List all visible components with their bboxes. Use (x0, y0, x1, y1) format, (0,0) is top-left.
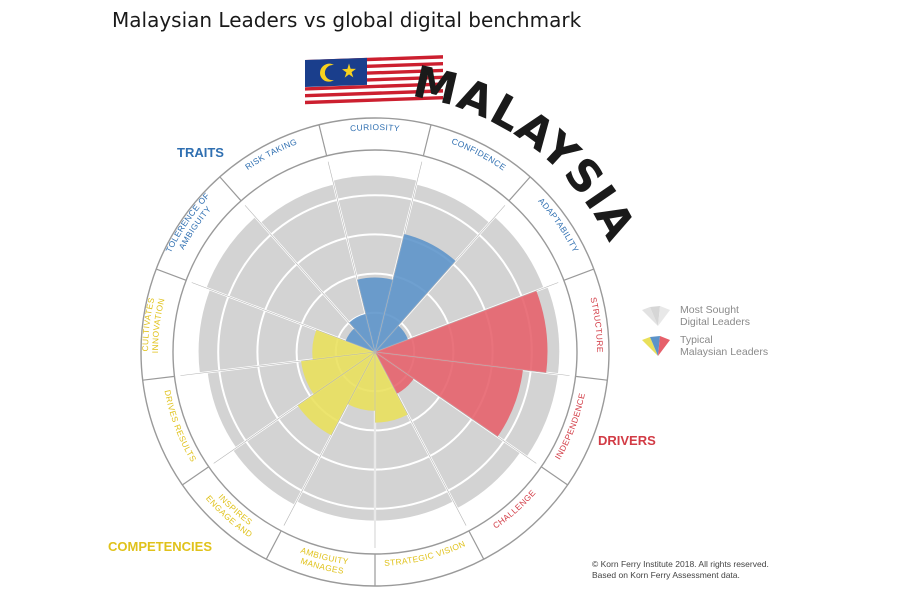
malaysian-wedge-structure (375, 290, 548, 373)
series-divider (213, 351, 376, 464)
group-label-traits: TRAITS (177, 145, 224, 160)
benchmark-wedge-risk-taking (260, 184, 375, 352)
benchmark-wedge-curiosity (332, 175, 418, 352)
category-label-drives-results: DRIVES RESULTS (163, 389, 199, 464)
series-divider (180, 351, 376, 376)
group-label-competencies: COMPETENCIES (108, 539, 212, 554)
series-divider (327, 161, 376, 353)
series-divider (374, 205, 506, 353)
category-label-curiosity: CURIOSITY (350, 122, 401, 133)
series-divider (374, 282, 559, 353)
benchmark-wedge-tolerence-of-ambiguity (206, 217, 375, 352)
page-title: Malaysian Leaders vs global digital benc… (112, 8, 582, 32)
series-divider (374, 161, 423, 353)
malaysian-wedge-curiosity (357, 277, 393, 352)
ring-divider (142, 375, 175, 381)
ring-divider (575, 375, 608, 381)
ring-divider (563, 268, 595, 281)
ring-divider (155, 268, 187, 281)
ring-divider (508, 176, 531, 202)
malaysian-wedge-strategic-vision (375, 352, 408, 423)
ring-divider (318, 124, 328, 157)
series-divider (244, 205, 376, 353)
malaysian-wedge-engage-and-inspires (297, 352, 375, 436)
category-label-independence: INDEPENDENCE (553, 392, 587, 461)
malaysian-wedge-manages-ambiguity (347, 352, 375, 411)
malaysian-wedge-challenge (375, 352, 414, 394)
copyright-note: © Korn Ferry Institute 2018. All rights … (592, 559, 769, 580)
malaysia-flag (305, 55, 443, 108)
legend-item-malaysian: Typical Malaysian Leaders (640, 334, 810, 358)
category-label-structure: STRUCTURE (588, 296, 605, 353)
benchmark-wedge-adaptability (375, 217, 544, 352)
ring-divider (422, 124, 432, 157)
malaysian-wedge-adaptability (375, 325, 408, 352)
ring-divider (219, 176, 242, 202)
ring-divider (540, 466, 568, 486)
ring-divider (468, 530, 485, 560)
malaysian-series (180, 161, 570, 548)
legend: Most Sought Digital Leaders Typical Mala… (640, 304, 810, 364)
malaysian-wedge-confidence (375, 234, 456, 352)
legend-label-benchmark: Most Sought Digital Leaders (680, 304, 751, 328)
series-divider (374, 351, 537, 464)
legend-swatch-benchmark (642, 306, 670, 326)
series-divider (283, 351, 376, 526)
outer-rings (140, 117, 610, 587)
legend-item-benchmark: Most Sought Digital Leaders (640, 304, 810, 328)
legend-label-malaysian: Typical Malaysian Leaders (680, 334, 769, 358)
series-divider (374, 351, 467, 526)
series-divider (374, 351, 570, 376)
benchmark-wedge-challenge (375, 352, 521, 509)
series-divider (191, 282, 376, 353)
legend-swatch-malaysian (642, 336, 670, 356)
malaysian-wedge-tolerence-of-ambiguity (345, 328, 375, 352)
malaysian-wedge-cultivates-innovation (312, 329, 375, 360)
group-label-drivers: DRIVERS (598, 433, 656, 448)
ring-divider (265, 530, 282, 560)
malaysian-wedge-risk-taking (349, 313, 375, 352)
malaysian-wedge-independence (375, 352, 523, 437)
malaysian-wedge-drives-results (301, 352, 375, 395)
ring-divider (182, 466, 210, 486)
category-label-challenge: CHALLENGE (491, 488, 538, 531)
